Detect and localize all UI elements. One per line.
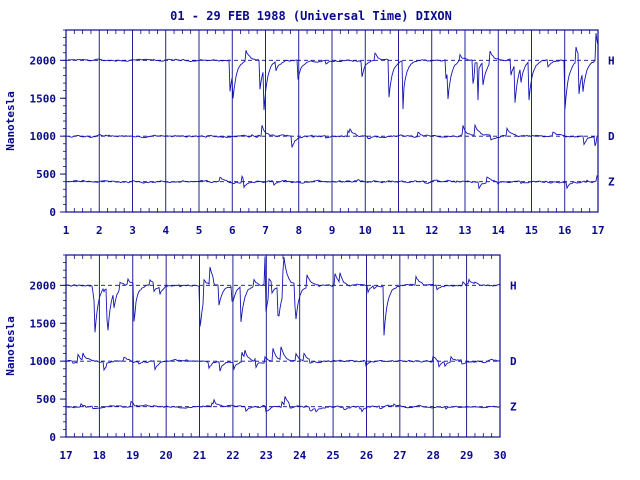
x-tick-label: 21: [193, 449, 207, 462]
x-tick-label: 29: [460, 449, 473, 462]
x-tick-label: 10: [359, 224, 372, 237]
y-tick-label: 1000: [30, 355, 57, 368]
x-tick-label: 8: [295, 224, 302, 237]
trace-Z: [67, 174, 599, 190]
trace-Z: [65, 396, 501, 413]
panel-top: 1 2 3 4 5 6 7 8 9 10 11 12 13 14 15 16 17050010001500200…: [4, 29, 615, 237]
x-tick-label: 30: [493, 449, 506, 462]
x-tick-label: 6: [229, 224, 236, 237]
series-label-Z: Z: [510, 401, 517, 414]
x-tick-label: 24: [293, 449, 307, 462]
x-tick-label: 11: [392, 224, 406, 237]
series-label-H: H: [510, 279, 517, 292]
y-axis-label: Nanotesla: [4, 316, 17, 376]
y-axis-label: Nanotesla: [4, 91, 17, 151]
trace-D: [67, 123, 599, 148]
x-tick-label: 25: [326, 449, 339, 462]
y-tick-label: 0: [49, 431, 56, 444]
y-tick-label: 1500: [30, 317, 57, 330]
x-tick-label: 9: [329, 224, 336, 237]
series-label-D: D: [510, 355, 517, 368]
y-tick-label: 1500: [30, 92, 57, 105]
x-tick-label: 4: [162, 224, 169, 237]
panel-bottom: 17 18 19 20 21 22 23 24 25 26 27 28 29 30 0 500 1000 1500…: [4, 254, 517, 462]
y-tick-label: 2000: [30, 279, 57, 292]
trace-H: [67, 33, 599, 111]
y-tick-label: 500: [36, 168, 56, 181]
x-tick-label: 23: [260, 449, 273, 462]
x-tick-label: 3: [129, 224, 136, 237]
x-tick-label: 27: [393, 449, 406, 462]
x-tick-label: 17: [591, 224, 604, 237]
x-tick-label: 2: [96, 224, 103, 237]
series-label-Z: Z: [608, 176, 615, 189]
chart-title: 01 - 29 FEB 1988 (Universal Time) DIXON: [170, 9, 452, 23]
x-tick-label: 14: [492, 224, 506, 237]
trace-D: [65, 346, 501, 372]
x-tick-label: 26: [360, 449, 374, 462]
x-tick-label: 13: [458, 224, 471, 237]
x-tick-label: 28: [427, 449, 440, 462]
series-label-D: D: [608, 130, 615, 143]
x-tick-label: 22: [226, 449, 239, 462]
x-tick-label: 19: [126, 449, 139, 462]
trace-H: [65, 256, 501, 336]
y-tick-label: 2000: [30, 54, 57, 67]
y-tick-label: 1000: [30, 130, 57, 143]
x-tick-label: 7: [262, 224, 269, 237]
y-tick-label: 0: [49, 206, 56, 219]
x-tick-label: 20: [160, 449, 173, 462]
x-tick-label: 18: [93, 449, 106, 462]
x-tick-label: 1: [63, 224, 70, 237]
x-tick-label: 12: [425, 224, 438, 237]
series-label-H: H: [608, 54, 615, 67]
x-tick-label: 17: [59, 449, 72, 462]
x-tick-label: 5: [196, 224, 203, 237]
x-tick-label: 16: [558, 224, 572, 237]
x-tick-label: 15: [525, 224, 538, 237]
y-tick-label: 500: [36, 393, 56, 406]
